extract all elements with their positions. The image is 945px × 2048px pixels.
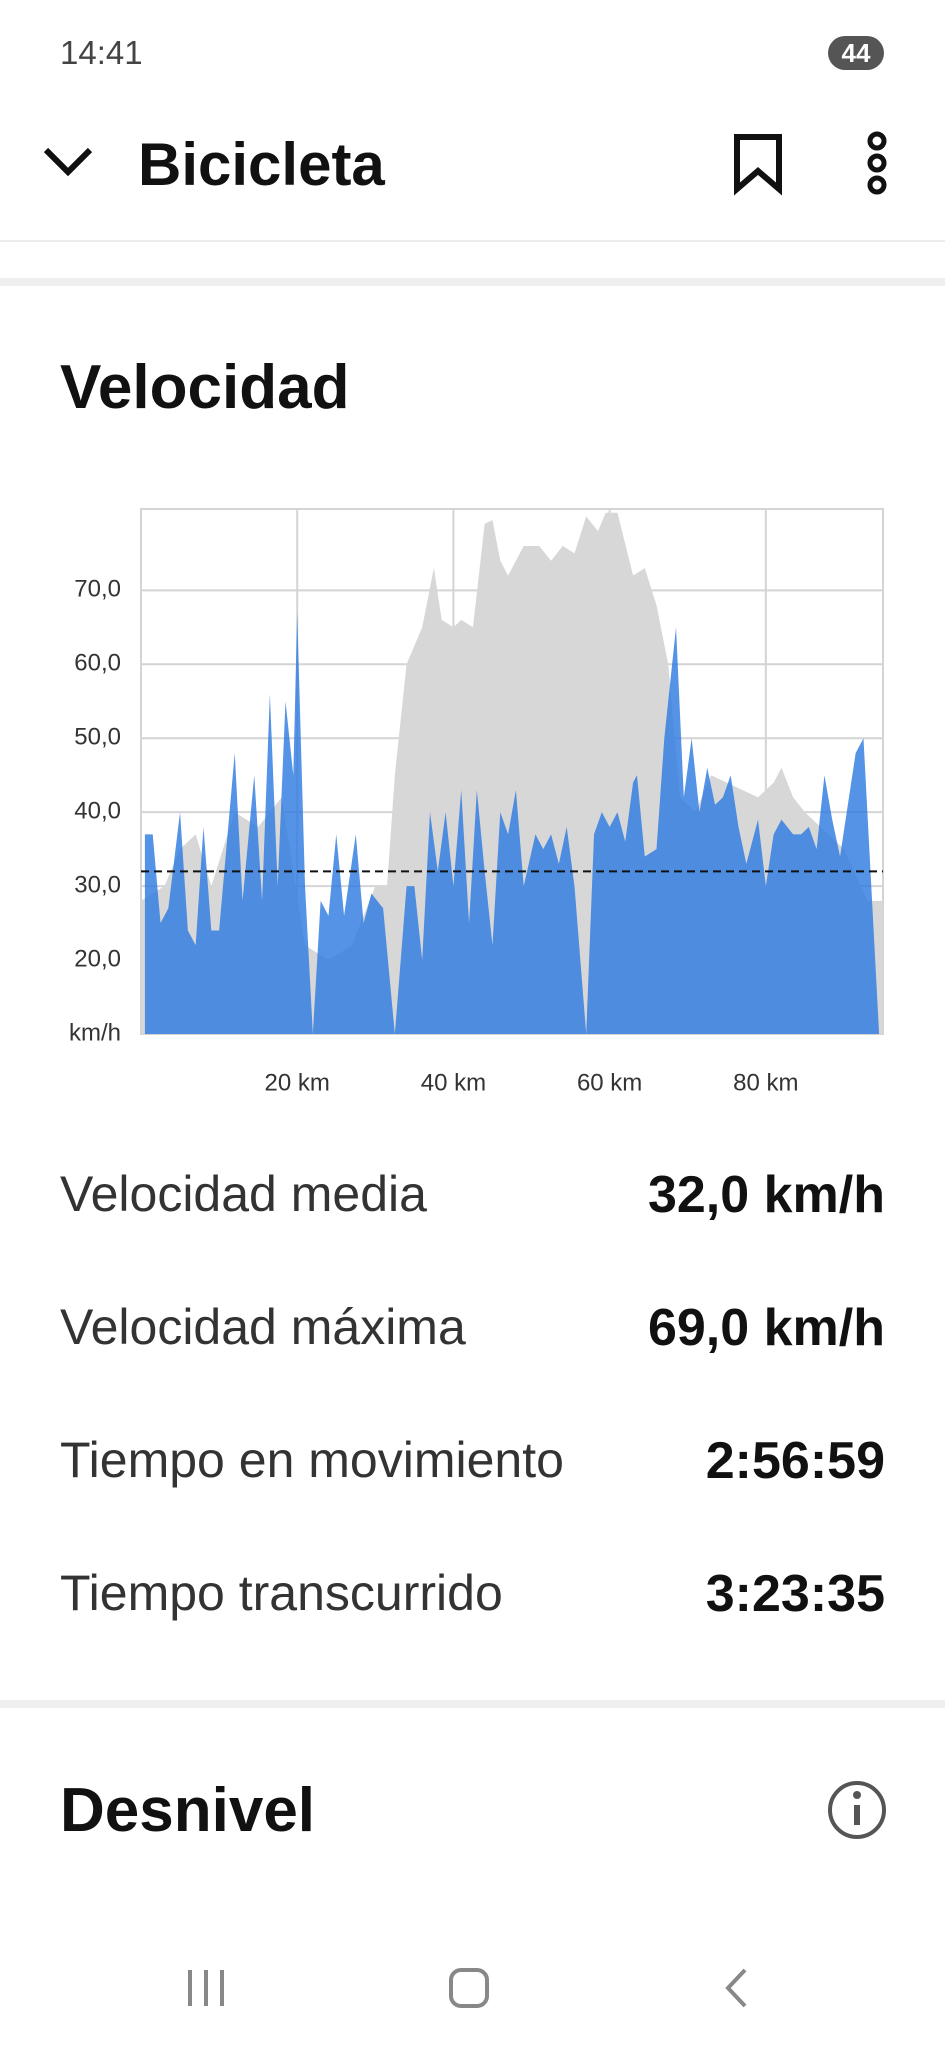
stat-label: Tiempo en movimiento	[60, 1432, 564, 1488]
stat-label: Velocidad media	[60, 1166, 427, 1222]
y-tick-label: 20,0	[74, 945, 121, 972]
home-button[interactable]	[449, 1968, 489, 2008]
bookmark-icon[interactable]	[734, 134, 782, 196]
y-tick-label: 40,0	[74, 798, 121, 825]
section-title: Desnivel	[60, 1776, 316, 1845]
collapse-icon[interactable]	[43, 147, 93, 177]
battery: 44	[828, 36, 884, 70]
x-tick-label: 20 km	[265, 1069, 330, 1096]
y-tick-label: 70,0	[74, 576, 121, 603]
nav-bar	[188, 1968, 747, 2008]
x-tick-label: 40 km	[421, 1069, 486, 1096]
stat-value: 69,0 km/h	[647, 1299, 885, 1357]
divider	[0, 240, 945, 242]
stat-value: 32,0 km/h	[647, 1166, 885, 1224]
speed-chart: 20,0 30,0 40,0 50,0 60,0 70,0 20 km 40 km 60 km 8…	[69, 508, 884, 1096]
info-icon[interactable]	[828, 1781, 886, 1839]
stat-label: Velocidad máxima	[60, 1299, 466, 1355]
x-tick-label: 60 km	[577, 1069, 642, 1096]
stat-label: Tiempo transcurrido	[60, 1565, 503, 1621]
area-series	[144, 612, 880, 1034]
more-icon[interactable]	[867, 131, 887, 195]
x-tick-label: 80 km	[733, 1069, 798, 1096]
status-time: 14:41	[60, 34, 143, 71]
y-unit-label: km/h	[69, 1019, 121, 1046]
back-button[interactable]	[725, 1968, 747, 2008]
section-title: Velocidad	[60, 353, 350, 422]
stat-value: 3:23:35	[705, 1565, 885, 1623]
y-tick-label: 60,0	[74, 650, 121, 677]
y-tick-label: 30,0	[74, 871, 121, 898]
stat-value: 2:56:59	[705, 1432, 885, 1490]
divider	[0, 1700, 945, 1708]
header-title: Bicicleta	[138, 131, 385, 198]
y-tick-label: 50,0	[74, 724, 121, 751]
divider	[0, 278, 945, 286]
